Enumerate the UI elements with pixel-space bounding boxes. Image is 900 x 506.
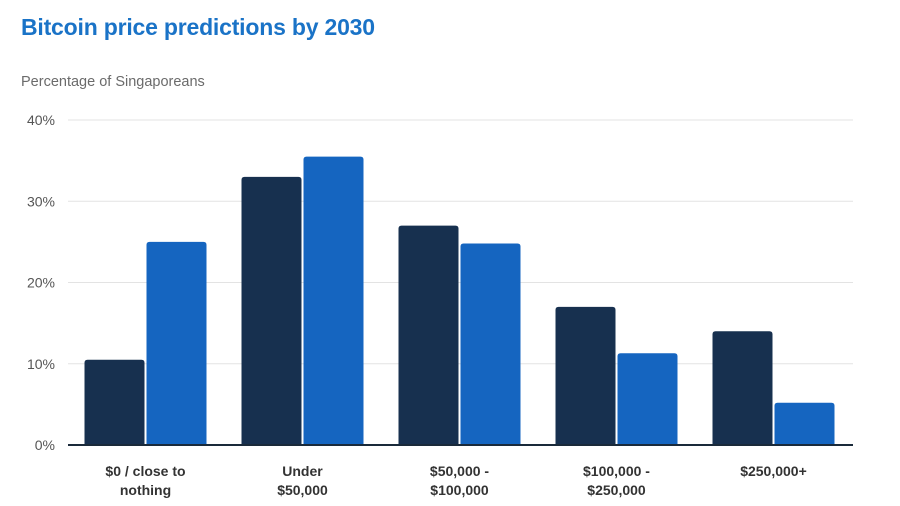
x-category-label: $100,000 xyxy=(430,482,489,498)
y-tick-label: 30% xyxy=(27,193,55,209)
bar-series-2-3 xyxy=(617,353,678,445)
y-tick-label: 40% xyxy=(27,112,55,128)
bar-series-2-0 xyxy=(146,241,207,445)
bar-series-2-4 xyxy=(774,402,835,445)
x-category-label: $100,000 - xyxy=(583,463,650,479)
x-category-label: nothing xyxy=(120,482,171,498)
y-tick-label: 0% xyxy=(35,437,55,453)
bar-series-1-0 xyxy=(84,359,145,445)
x-category-label: $250,000 xyxy=(587,482,646,498)
x-axis: $0 / close to nothing Under $50,000 $50,000 … xyxy=(105,463,806,498)
x-category-label: $250,000+ xyxy=(740,463,807,479)
bar-series-1-2 xyxy=(398,225,459,445)
bar-series-1-3 xyxy=(555,306,616,445)
chart-title: Bitcoin price predictions by 2030 xyxy=(21,14,375,40)
bar-series-1-1 xyxy=(241,176,302,445)
x-category-label: $0 / close to xyxy=(105,463,185,479)
y-tick-label: 20% xyxy=(27,275,55,291)
bar-series-2-1 xyxy=(303,156,364,445)
bar-series-1-4 xyxy=(712,331,773,445)
chart-subtitle: Percentage of Singaporeans xyxy=(21,74,205,90)
y-axis: 0% 10% 20% 30% 40% xyxy=(27,112,55,453)
x-category-label: $50,000 - xyxy=(430,463,489,479)
bar-series-2-2 xyxy=(460,243,521,445)
x-category-label: Under xyxy=(282,463,323,479)
bars xyxy=(84,156,835,445)
y-tick-label: 10% xyxy=(27,356,55,372)
x-category-label: $50,000 xyxy=(277,482,328,498)
